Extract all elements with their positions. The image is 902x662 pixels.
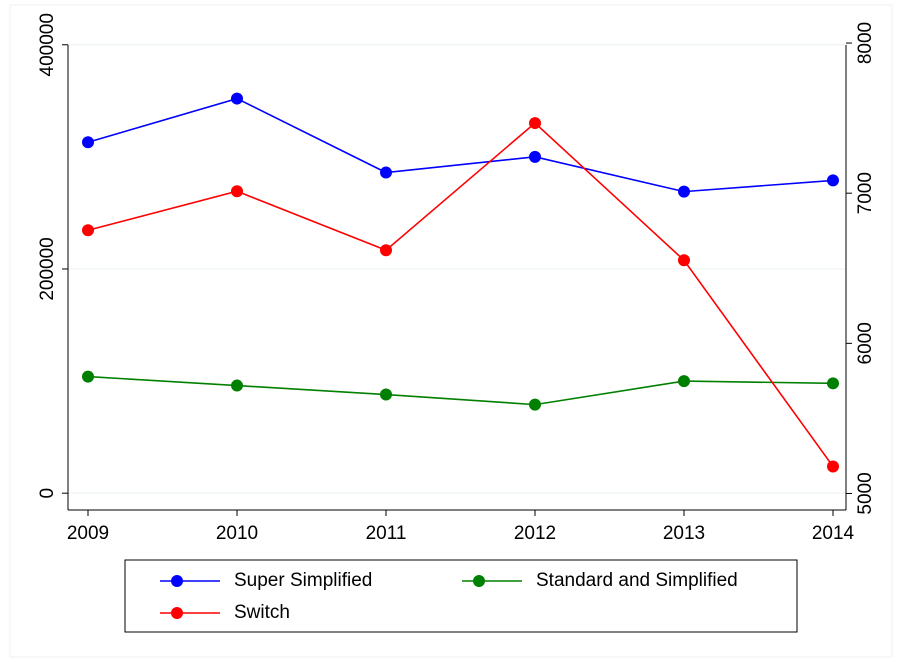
point: [231, 185, 243, 198]
point: [82, 136, 94, 149]
point: [529, 150, 541, 163]
point: [678, 375, 690, 388]
y2-tick-label: 8000: [855, 22, 876, 64]
series-line: [87, 97, 834, 193]
legend-marker: [171, 607, 183, 619]
y2-tick-label: 6000: [855, 322, 876, 364]
legend: [124, 559, 798, 633]
point: [529, 117, 541, 130]
point: [380, 388, 392, 401]
point: [231, 379, 243, 392]
x-tick-label: 2010: [216, 523, 258, 544]
y2-tick-label: 7000: [855, 172, 876, 214]
legend-label: Super Simplified: [234, 570, 372, 591]
y2-tick-label: 5000: [855, 472, 876, 514]
point: [380, 244, 392, 257]
series-line: [87, 121, 834, 467]
point: [380, 166, 392, 179]
graph-frame: [9, 4, 893, 658]
point: [231, 92, 243, 105]
grid: [68, 44, 846, 494]
legend-marker: [171, 575, 183, 587]
x-tick-label: 2014: [812, 523, 855, 544]
point: [82, 224, 94, 237]
y-tick-label: 200000: [37, 237, 58, 300]
x-tick-label: 2012: [514, 523, 556, 544]
point: [827, 174, 839, 187]
point: [678, 254, 690, 267]
point: [827, 377, 839, 390]
x-tick-label: 2009: [67, 523, 109, 544]
point: [827, 460, 839, 473]
legend-label: Switch: [234, 602, 290, 623]
point: [678, 185, 690, 198]
point: [529, 398, 541, 411]
legend-marker: [473, 575, 485, 587]
y-tick-label: 400000: [37, 13, 58, 76]
x-tick-label: 2013: [663, 523, 705, 544]
legend-label: Standard and Simplified: [536, 570, 738, 591]
point: [82, 370, 94, 383]
series-line: [87, 375, 834, 406]
y-tick-label: 0: [37, 488, 58, 499]
x-tick-label: 2011: [366, 523, 407, 544]
